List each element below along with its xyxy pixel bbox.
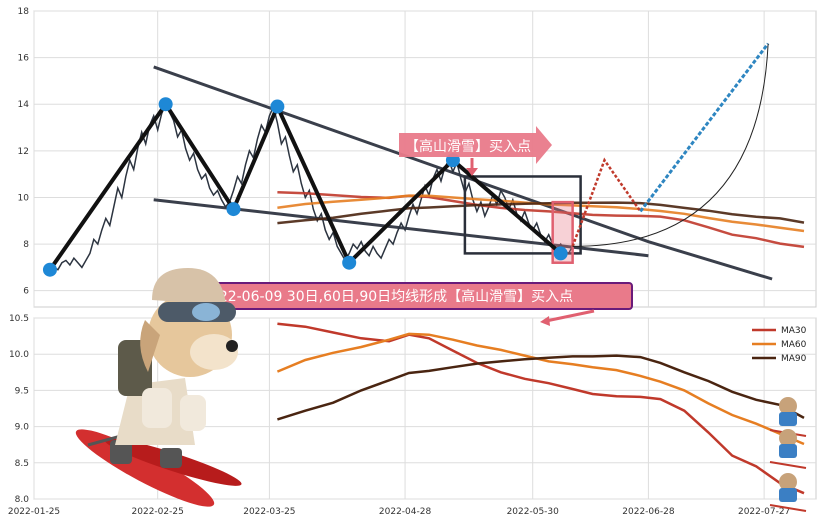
x-tick-label: 2022-03-25 [243, 507, 295, 517]
ma-line [277, 354, 805, 421]
y-tick-label: 8 [23, 240, 29, 250]
y-tick-label: 16 [18, 54, 30, 64]
pivot-marker [270, 99, 285, 114]
buy-point-note-text: 2022-06-09 30日,60日,90日均线形成【高山滑雪】买入点 [201, 288, 573, 305]
x-tick-label: 2022-05-30 [507, 507, 560, 517]
consolidation-box [463, 175, 582, 255]
y-tick-label: 8.0 [15, 495, 30, 505]
y-tick-label: 10.0 [9, 350, 29, 360]
buy-point-callout: 【高山滑雪】买入点 [399, 126, 552, 176]
x-tick-label: 2022-01-25 [8, 507, 60, 517]
y-tick-label: 12 [18, 147, 29, 157]
y-tick-label: 9.5 [15, 386, 29, 396]
pivot-marker [342, 255, 357, 270]
y-tick-label: 10 [18, 193, 30, 203]
y-tick-label: 10.5 [9, 314, 29, 324]
ma-line [277, 322, 805, 495]
small-skier-icon [769, 397, 807, 512]
y-tick-label: 8.5 [15, 459, 29, 469]
projection-line [639, 42, 770, 213]
buy-point-note: 2022-06-09 30日,60日,90日均线形成【高山滑雪】买入点 [196, 282, 633, 326]
legend-label: MA90 [781, 354, 807, 364]
y-tick-label: 14 [18, 100, 30, 110]
buy-point-label: 【高山滑雪】买入点 [405, 138, 531, 155]
y-tick-label: 6 [23, 287, 29, 297]
projection-line [571, 157, 642, 247]
pivot-marker [226, 202, 241, 217]
projection-curve [572, 43, 769, 247]
pivot-marker [158, 97, 173, 112]
legend-label: MA60 [781, 340, 807, 350]
x-tick-label: 2022-02-25 [132, 507, 184, 517]
x-tick-label: 2022-07-27 [738, 507, 790, 517]
price-panel: 6 8 10 12 14 16 18 [18, 7, 817, 308]
legend-label: MA30 [781, 326, 807, 336]
x-tick-label: 2022-06-28 [622, 507, 675, 517]
y-tick-label: 18 [18, 7, 30, 17]
pivot-marker [42, 262, 57, 277]
pivot-marker [553, 246, 568, 261]
x-tick-label: 2022-04-28 [379, 507, 432, 517]
dog-skier-icon [75, 268, 242, 507]
ma-overlay-line [277, 201, 805, 225]
price-line [49, 102, 574, 271]
y-tick-label: 9.0 [15, 423, 30, 433]
ma-line [276, 332, 805, 446]
legend: MA30 MA60 MA90 [752, 326, 807, 364]
trend-line [153, 65, 773, 281]
